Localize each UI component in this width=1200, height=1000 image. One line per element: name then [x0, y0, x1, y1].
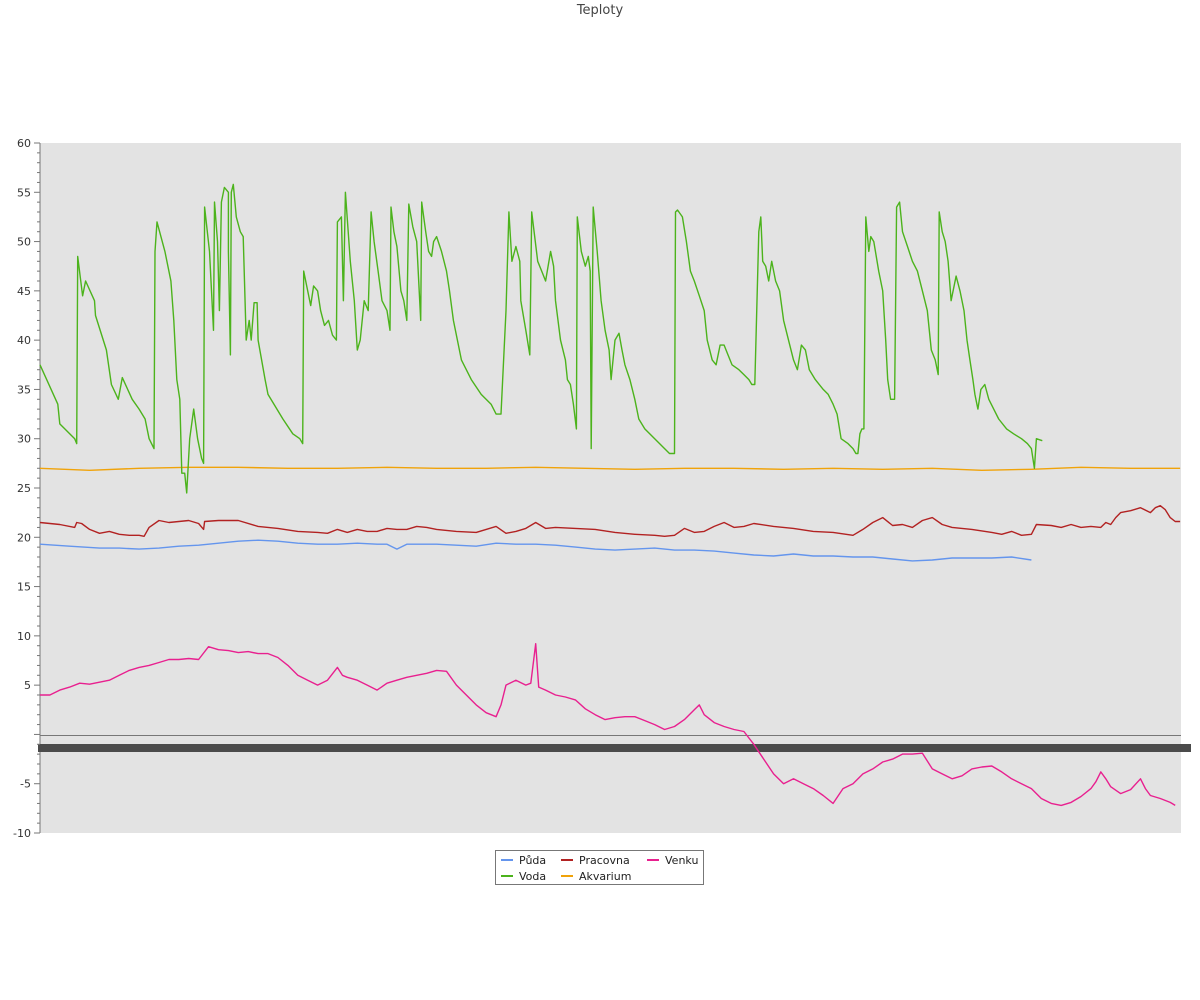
plot-area [40, 143, 1181, 833]
y-tick-label: 5 [24, 679, 31, 692]
legend-swatch-akvarium [561, 875, 573, 877]
series-layer [39, 183, 1181, 807]
legend-swatch-voda [501, 875, 513, 877]
legend-label-voda: Voda [519, 870, 547, 883]
legend-item-pracovna: Pracovna [561, 854, 630, 867]
series-line-venku [40, 643, 1176, 807]
y-tick-label: 25 [17, 482, 31, 495]
series-line-pracovna [39, 505, 1181, 537]
legend-swatch-venku [647, 859, 659, 861]
series-line-voda [39, 183, 1043, 494]
y-tick-label: 50 [17, 236, 31, 249]
series-line-akvarium [39, 466, 1181, 471]
y-tick-label: 10 [17, 630, 31, 643]
legend: Půda Pracovna Venku Voda Akvarium [495, 850, 704, 885]
legend-swatch-puda [501, 859, 513, 861]
y-tick-label: 40 [17, 334, 31, 347]
y-tick-label: 60 [17, 137, 31, 150]
legend-item-puda: Půda [501, 854, 546, 867]
y-tick-label: 20 [17, 531, 31, 544]
x-axis-band [38, 744, 1191, 752]
legend-item-akvarium: Akvarium [561, 870, 631, 883]
y-tick-label: 35 [17, 383, 31, 396]
y-tick-label: 55 [17, 186, 31, 199]
y-tick-label: -10 [13, 827, 31, 840]
legend-label-pracovna: Pracovna [579, 854, 630, 867]
y-tick-label: 45 [17, 285, 31, 298]
y-tick-label: 30 [17, 433, 31, 446]
legend-item-voda: Voda [501, 870, 546, 883]
legend-label-venku: Venku [665, 854, 699, 867]
chart-title: Teploty [576, 3, 624, 18]
y-tick-label: -5 [20, 778, 31, 791]
y-tick-label: 15 [17, 581, 31, 594]
legend-item-venku: Venku [647, 854, 698, 867]
legend-label-puda: Půda [519, 854, 547, 867]
legend-label-akvarium: Akvarium [579, 870, 632, 883]
y-axis-ticks: -10 -5 5 10 15 20 25 30 35 40 45 50 55 60 [13, 137, 40, 840]
legend-swatch-pracovna [561, 859, 573, 861]
series-line-puda [39, 539, 1032, 562]
